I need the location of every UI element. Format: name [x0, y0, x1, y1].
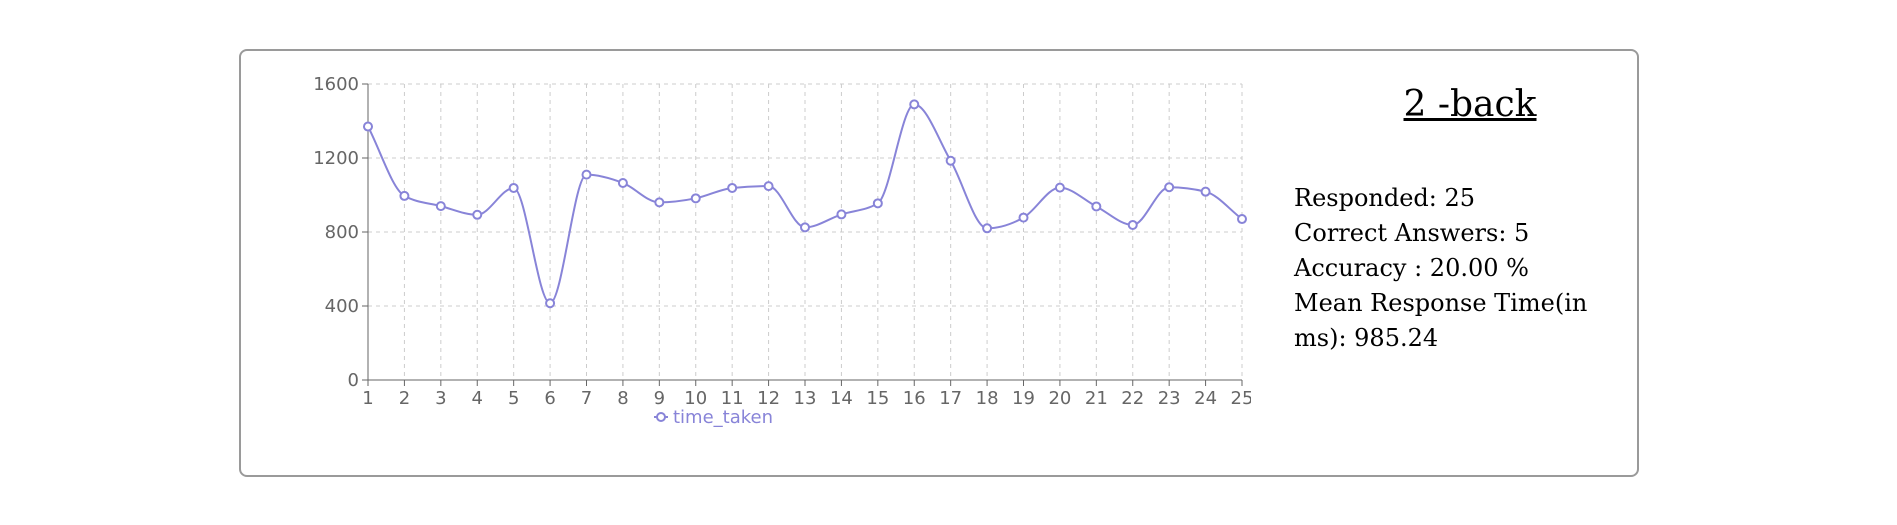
data-point — [654, 197, 665, 208]
x-tick-label: 15 — [866, 388, 889, 409]
x-tick-label: 19 — [1012, 388, 1035, 409]
data-point — [435, 201, 446, 212]
x-tick-label: 3 — [435, 388, 446, 409]
data-point — [1200, 186, 1211, 197]
legend-label: time_taken — [673, 407, 773, 428]
mean-response-time-value: 985.24 — [1354, 324, 1439, 352]
x-tick-label: 20 — [1048, 388, 1071, 409]
responded-stat: Responded: 25 — [1294, 181, 1624, 216]
x-tick-label: 23 — [1158, 388, 1181, 409]
x-tick-label: 10 — [684, 388, 707, 409]
chart-grid — [367, 83, 1243, 381]
x-tick-label: 14 — [830, 388, 853, 409]
stats-panel: 2 -back Responded: 25 Correct Answers: 5… — [1294, 71, 1624, 356]
data-point — [1237, 214, 1247, 225]
x-tick-label: 7 — [581, 388, 592, 409]
responded-value: 25 — [1444, 184, 1476, 212]
data-point — [545, 298, 556, 309]
data-point — [800, 222, 810, 233]
accuracy-value: 20.00 % — [1429, 254, 1529, 282]
accuracy-label: Accuracy : — [1294, 254, 1430, 282]
data-point — [617, 177, 628, 188]
x-tick-label: 24 — [1194, 388, 1217, 409]
data-point — [836, 209, 847, 220]
data-point — [363, 121, 373, 132]
x-tick-label: 17 — [939, 388, 962, 409]
responded-label: Responded: — [1294, 184, 1445, 212]
legend-dot-icon — [656, 412, 666, 422]
chart-legend: time_taken — [654, 407, 773, 428]
x-tick-label: 13 — [794, 388, 817, 409]
y-tick-label: 0 — [348, 370, 359, 391]
data-point — [1091, 201, 1102, 212]
x-tick-label: 18 — [976, 388, 999, 409]
x-tick-label: 21 — [1085, 388, 1108, 409]
data-point — [1054, 182, 1065, 193]
data-point — [982, 223, 993, 234]
x-tick-label: 8 — [617, 388, 628, 409]
x-tick-label: 1 — [362, 388, 373, 409]
data-point — [508, 182, 519, 193]
x-tick-label: 2 — [399, 388, 410, 409]
results-card: 0 400 800 1200 1600 1 2 3 4 5 6 7 8 9 10 11 12 13 14 15 16 17… — [239, 49, 1639, 477]
data-point — [909, 99, 920, 110]
correct-answers-label: Correct Answers: — [1294, 219, 1515, 247]
accuracy-stat: Accuracy : 20.00 % — [1294, 251, 1624, 286]
x-tick-label: 22 — [1121, 388, 1144, 409]
data-point — [763, 181, 774, 192]
data-point — [872, 198, 883, 209]
x-tick-label: 5 — [508, 388, 519, 409]
mean-response-time-stat: Mean Response Time(in ms): 985.24 — [1294, 286, 1624, 356]
y-tick-label: 400 — [325, 296, 359, 317]
correct-answers-stat: Correct Answers: 5 — [1294, 216, 1624, 251]
data-point — [727, 182, 738, 193]
x-tick-label: 6 — [544, 388, 555, 409]
data-point — [399, 190, 410, 201]
task-title: 2 -back — [1403, 84, 1537, 125]
x-tick-label: 9 — [654, 388, 665, 409]
data-point — [1018, 212, 1029, 223]
x-tick-label: 16 — [903, 388, 926, 409]
stats-lines: Responded: 25 Correct Answers: 5 Accurac… — [1294, 181, 1624, 356]
data-point — [690, 193, 701, 204]
data-point — [1164, 182, 1175, 193]
mean-response-time-label: Mean Response Time(in ms): — [1294, 289, 1588, 352]
y-tick-label: 800 — [325, 222, 359, 243]
x-tick-label: 4 — [472, 388, 483, 409]
data-point — [581, 169, 592, 180]
y-tick-label: 1600 — [313, 74, 359, 95]
data-point — [1127, 219, 1138, 230]
correct-answers-value: 5 — [1514, 219, 1530, 247]
chart-series — [363, 99, 1247, 309]
x-tick-label: 11 — [721, 388, 744, 409]
x-tick-label: 12 — [757, 388, 780, 409]
x-tick-label: 25 — [1231, 388, 1251, 409]
data-point — [472, 209, 483, 220]
data-point — [945, 155, 956, 166]
y-tick-label: 1200 — [313, 148, 359, 169]
